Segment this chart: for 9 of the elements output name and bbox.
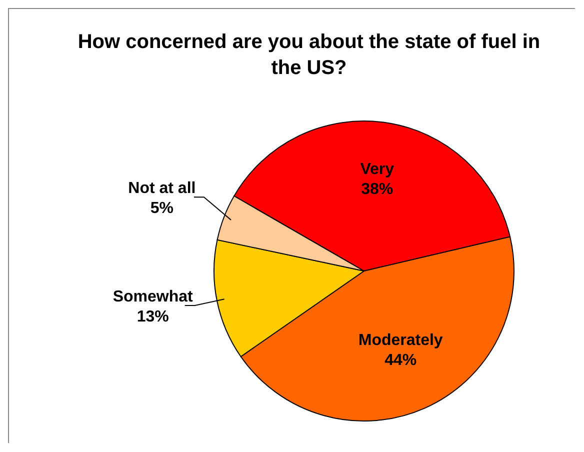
slice-label: Moderately <box>358 332 443 350</box>
data-label: 13% <box>136 308 169 326</box>
slice-label: Not at all <box>128 180 196 198</box>
slice-label: Somewhat <box>112 288 194 306</box>
slice-label: Very <box>360 160 394 178</box>
data-label: 44% <box>384 352 417 370</box>
chart-title: How concerned are you about the state of fuel in the US? <box>76 30 542 81</box>
data-label: 38% <box>361 180 394 198</box>
data-label: 5% <box>150 200 174 218</box>
